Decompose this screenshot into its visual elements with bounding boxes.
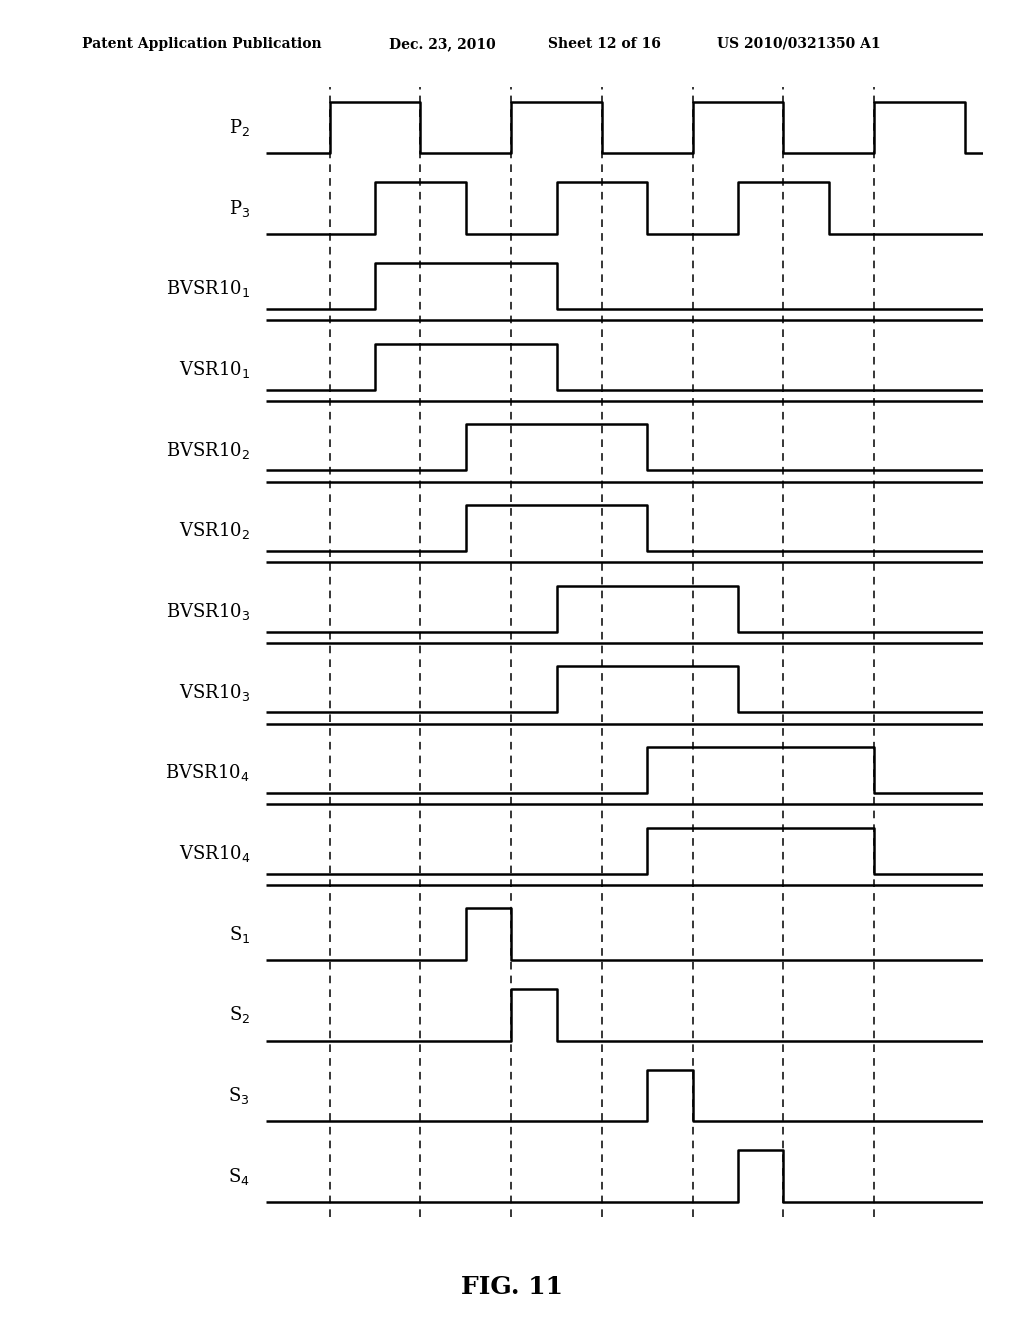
Text: Patent Application Publication: Patent Application Publication xyxy=(82,37,322,51)
Text: VSR10$_3$: VSR10$_3$ xyxy=(179,681,250,702)
Text: S$_3$: S$_3$ xyxy=(228,1085,250,1106)
Text: P$_2$: P$_2$ xyxy=(229,117,250,139)
Text: BVSR10$_3$: BVSR10$_3$ xyxy=(166,601,250,622)
Text: VSR10$_1$: VSR10$_1$ xyxy=(179,359,250,380)
Text: BVSR10$_2$: BVSR10$_2$ xyxy=(166,440,250,461)
Text: BVSR10$_4$: BVSR10$_4$ xyxy=(166,763,250,784)
Text: Sheet 12 of 16: Sheet 12 of 16 xyxy=(548,37,660,51)
Text: FIG. 11: FIG. 11 xyxy=(461,1275,563,1299)
Text: P$_3$: P$_3$ xyxy=(228,198,250,219)
Text: US 2010/0321350 A1: US 2010/0321350 A1 xyxy=(717,37,881,51)
Text: S$_2$: S$_2$ xyxy=(228,1005,250,1026)
Text: BVSR10$_1$: BVSR10$_1$ xyxy=(166,279,250,300)
Text: S$_1$: S$_1$ xyxy=(228,924,250,945)
Text: S$_4$: S$_4$ xyxy=(228,1166,250,1187)
Text: VSR10$_4$: VSR10$_4$ xyxy=(178,843,250,865)
Text: VSR10$_2$: VSR10$_2$ xyxy=(179,520,250,541)
Text: Dec. 23, 2010: Dec. 23, 2010 xyxy=(389,37,496,51)
